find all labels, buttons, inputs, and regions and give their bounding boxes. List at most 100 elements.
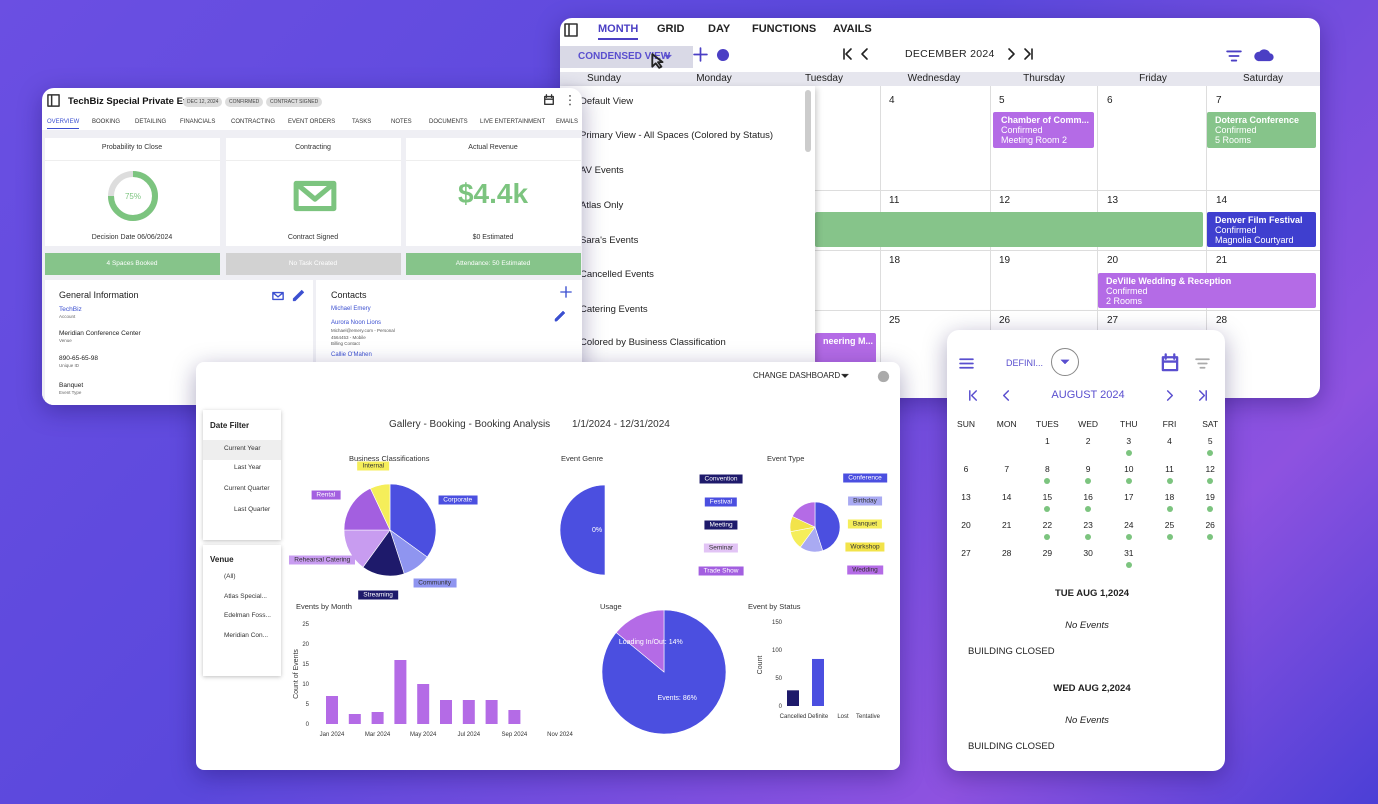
view-dropdown-button[interactable] — [1051, 348, 1079, 376]
view-option[interactable]: Default View — [580, 96, 634, 107]
calendar-event[interactable]: DeVille Wedding & Reception Confirmed 2 Ro… — [1098, 273, 1316, 308]
calendar-event[interactable]: Chamber of Comm... Confirmed Meeting Room … — [993, 112, 1094, 148]
calendar-event[interactable]: Doterra Conference Confirmed 5 Rooms — [1207, 112, 1316, 148]
day-number[interactable]: 18 — [1164, 492, 1175, 502]
day-number[interactable]: 9 — [1085, 464, 1091, 474]
view-tab[interactable]: FUNCTIONS — [752, 23, 817, 35]
day-number[interactable]: 4 — [1167, 436, 1172, 446]
day-number[interactable]: 14 — [1001, 492, 1012, 502]
prev-button[interactable] — [858, 47, 872, 61]
add-contact[interactable] — [560, 286, 572, 298]
first-button[interactable] — [967, 389, 980, 402]
edit-button[interactable] — [291, 288, 306, 303]
view-tab[interactable]: DAY — [708, 23, 731, 35]
day-number[interactable]: 31 — [1124, 548, 1134, 558]
status-badge: DEC 12, 2024 — [183, 97, 223, 107]
event-tab[interactable]: DETAILING — [135, 119, 167, 125]
settings-button[interactable] — [715, 47, 731, 63]
day-number[interactable]: 8 — [1045, 464, 1050, 474]
multi-day-event[interactable] — [815, 212, 1203, 247]
day-number[interactable]: 20 — [961, 520, 971, 530]
event-tab[interactable]: CONTRACTING — [231, 119, 275, 125]
back-toggle[interactable] — [47, 94, 60, 107]
sidebar-toggle[interactable] — [564, 23, 578, 37]
email-button-shape — [272, 291, 284, 301]
day-number[interactable]: 24 — [1124, 520, 1134, 530]
day-number[interactable]: 1 — [1045, 436, 1050, 446]
day-number[interactable]: 7 — [1004, 464, 1010, 474]
filter-option[interactable]: Current Year — [224, 445, 261, 452]
day-number[interactable]: 21 — [1001, 520, 1012, 530]
calendar-event[interactable]: neering M... — [815, 333, 876, 363]
filter-button[interactable] — [1225, 48, 1243, 64]
filter-option[interactable]: Last Quarter — [234, 506, 271, 513]
event-tab[interactable]: EVENT ORDERS — [288, 119, 336, 125]
day-number[interactable]: 2 — [1085, 436, 1091, 446]
view-option[interactable]: Cancelled Events — [580, 269, 654, 280]
calendar-event[interactable]: Denver Film Festival Confirmed Magnolia Co… — [1207, 212, 1316, 247]
day-number[interactable]: 12 — [1205, 464, 1215, 474]
add-button[interactable] — [693, 47, 708, 62]
view-tab[interactable]: AVAILS — [833, 23, 872, 35]
day-number[interactable]: 17 — [1124, 492, 1134, 502]
more-button[interactable] — [564, 94, 576, 106]
download-button[interactable] — [1253, 45, 1275, 65]
event-tab[interactable]: DOCUMENTS — [429, 119, 468, 125]
calendar-button[interactable] — [1160, 353, 1180, 373]
filter-option[interactable]: Meridian Con... — [224, 632, 269, 639]
pie-slice — [814, 501, 841, 552]
view-option[interactable]: Sara's Events — [580, 235, 639, 246]
day-number[interactable]: 23 — [1083, 520, 1093, 530]
next-button[interactable] — [1163, 389, 1176, 402]
event-tab[interactable]: EMAILS — [556, 119, 579, 125]
day-number[interactable]: 15 — [1042, 492, 1053, 502]
next-button[interactable] — [1004, 47, 1018, 61]
day-number[interactable]: 26 — [1205, 520, 1215, 530]
event-tab[interactable]: LIVE ENTERTAINMENT — [480, 119, 546, 125]
day-number[interactable]: 11 — [1165, 464, 1174, 474]
email-button[interactable] — [271, 290, 285, 302]
day-number[interactable]: 27 — [961, 548, 971, 558]
view-tab[interactable]: MONTH — [598, 23, 639, 40]
first-button[interactable] — [841, 47, 855, 61]
event-tab[interactable]: FINANCIALS — [180, 119, 216, 125]
view-tab[interactable]: GRID — [657, 23, 685, 35]
day-number[interactable]: 3 — [1126, 436, 1132, 446]
calendar-button[interactable] — [543, 94, 555, 106]
view-option[interactable]: Catering Events — [580, 304, 648, 315]
filter-button[interactable] — [1195, 356, 1210, 371]
day-number[interactable]: 28 — [1001, 548, 1012, 558]
weekday-label: WED — [1078, 419, 1099, 429]
event-tab[interactable]: OVERVIEW — [47, 119, 80, 129]
view-option[interactable]: Atlas Only — [580, 200, 624, 211]
day-number[interactable]: 6 — [963, 464, 969, 474]
dashboard-settings[interactable] — [876, 369, 891, 384]
day-number[interactable]: 13 — [961, 492, 971, 502]
edit-contact[interactable] — [553, 309, 567, 323]
day-number[interactable]: 22 — [1042, 520, 1053, 530]
view-option[interactable]: Primary View - All Spaces (Colored by St… — [580, 130, 774, 141]
day-number[interactable]: 25 — [1164, 520, 1175, 530]
event-tab[interactable]: NOTES — [391, 119, 412, 125]
change-dashboard[interactable]: CHANGE DASHBOARD — [753, 371, 841, 380]
last-button[interactable] — [1021, 47, 1035, 61]
day-number[interactable]: 16 — [1083, 492, 1093, 502]
prev-button[interactable] — [1000, 389, 1013, 402]
filter-option[interactable]: Edelman Foss... — [224, 612, 271, 619]
menu-button[interactable] — [959, 356, 974, 371]
filter-option[interactable]: Atlas Special... — [224, 593, 267, 600]
filter-option[interactable]: (All) — [224, 573, 236, 580]
day-number[interactable]: 10 — [1124, 464, 1134, 474]
contact-line: Aurora Noon Lions — [331, 320, 382, 326]
day-number[interactable]: 29 — [1042, 548, 1053, 558]
day-number[interactable]: 5 — [1207, 436, 1213, 446]
event-tab[interactable]: TASKS — [352, 119, 372, 125]
day-number[interactable]: 19 — [1205, 492, 1215, 502]
day-number[interactable]: 30 — [1083, 548, 1093, 558]
filter-option[interactable]: Current Quarter — [224, 485, 270, 492]
view-option[interactable]: Colored by Business Classification — [580, 337, 726, 348]
event-tab[interactable]: BOOKING — [92, 119, 121, 125]
last-button[interactable] — [1196, 389, 1209, 402]
filter-option[interactable]: Last Year — [234, 464, 262, 471]
view-option[interactable]: AV Events — [580, 165, 624, 176]
